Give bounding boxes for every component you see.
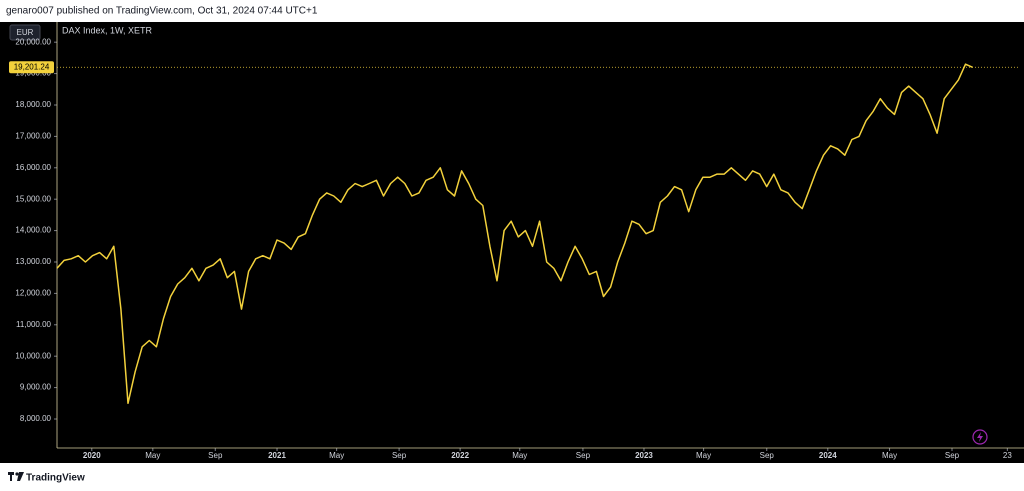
x-tick-label: 2023 bbox=[635, 451, 653, 460]
flash-icon bbox=[972, 429, 988, 445]
y-tick-label: 13,000.00 bbox=[15, 257, 51, 266]
y-tick-label: 16,000.00 bbox=[15, 163, 51, 172]
y-tick-label: 10,000.00 bbox=[15, 351, 51, 360]
price-line bbox=[56, 63, 973, 405]
chart-area bbox=[0, 22, 1024, 463]
brand: TradingView bbox=[26, 473, 85, 484]
x-tick-label: 2024 bbox=[819, 451, 837, 460]
price-label: 19,201.24 bbox=[14, 62, 50, 71]
x-tick-label: Sep bbox=[208, 451, 223, 460]
y-tick-label: 17,000.00 bbox=[15, 131, 51, 140]
x-tick-label: Sep bbox=[576, 451, 591, 460]
y-tick-label: 8,000.00 bbox=[20, 414, 52, 423]
tv-logo bbox=[8, 472, 24, 481]
y-tick-label: 14,000.00 bbox=[15, 226, 51, 235]
currency: EUR bbox=[17, 28, 34, 37]
x-tick-label: Sep bbox=[392, 451, 407, 460]
y-tick-label: 9,000.00 bbox=[20, 383, 52, 392]
x-tick-label: Sep bbox=[760, 451, 775, 460]
currency-box bbox=[9, 24, 41, 41]
price-label-box bbox=[9, 61, 54, 74]
x-tick-label: 2022 bbox=[451, 451, 469, 460]
y-tick-label: 15,000.00 bbox=[15, 194, 51, 203]
y-tick-label: 11,000.00 bbox=[16, 320, 52, 329]
x-tick-label: May bbox=[512, 451, 527, 460]
x-tick-label: May bbox=[882, 451, 897, 460]
y-tick-label: 20,000.00 bbox=[15, 37, 51, 46]
x-tick-label: May bbox=[696, 451, 711, 460]
chart-title: DAX Index, 1W, XETR bbox=[62, 25, 153, 35]
flash-bolt bbox=[977, 432, 983, 442]
x-tick-label: 23 bbox=[1003, 451, 1012, 460]
x-tick-label: 2021 bbox=[268, 451, 286, 460]
y-tick-label: 12,000.00 bbox=[15, 288, 51, 297]
header-text: genaro007 published on TradingView.com, … bbox=[6, 6, 318, 17]
y-tick-label: 18,000.00 bbox=[15, 100, 51, 109]
x-tick-label: May bbox=[329, 451, 344, 460]
x-tick-label: May bbox=[145, 451, 160, 460]
x-tick-label: 2020 bbox=[83, 451, 101, 460]
x-tick-label: Sep bbox=[945, 451, 960, 460]
